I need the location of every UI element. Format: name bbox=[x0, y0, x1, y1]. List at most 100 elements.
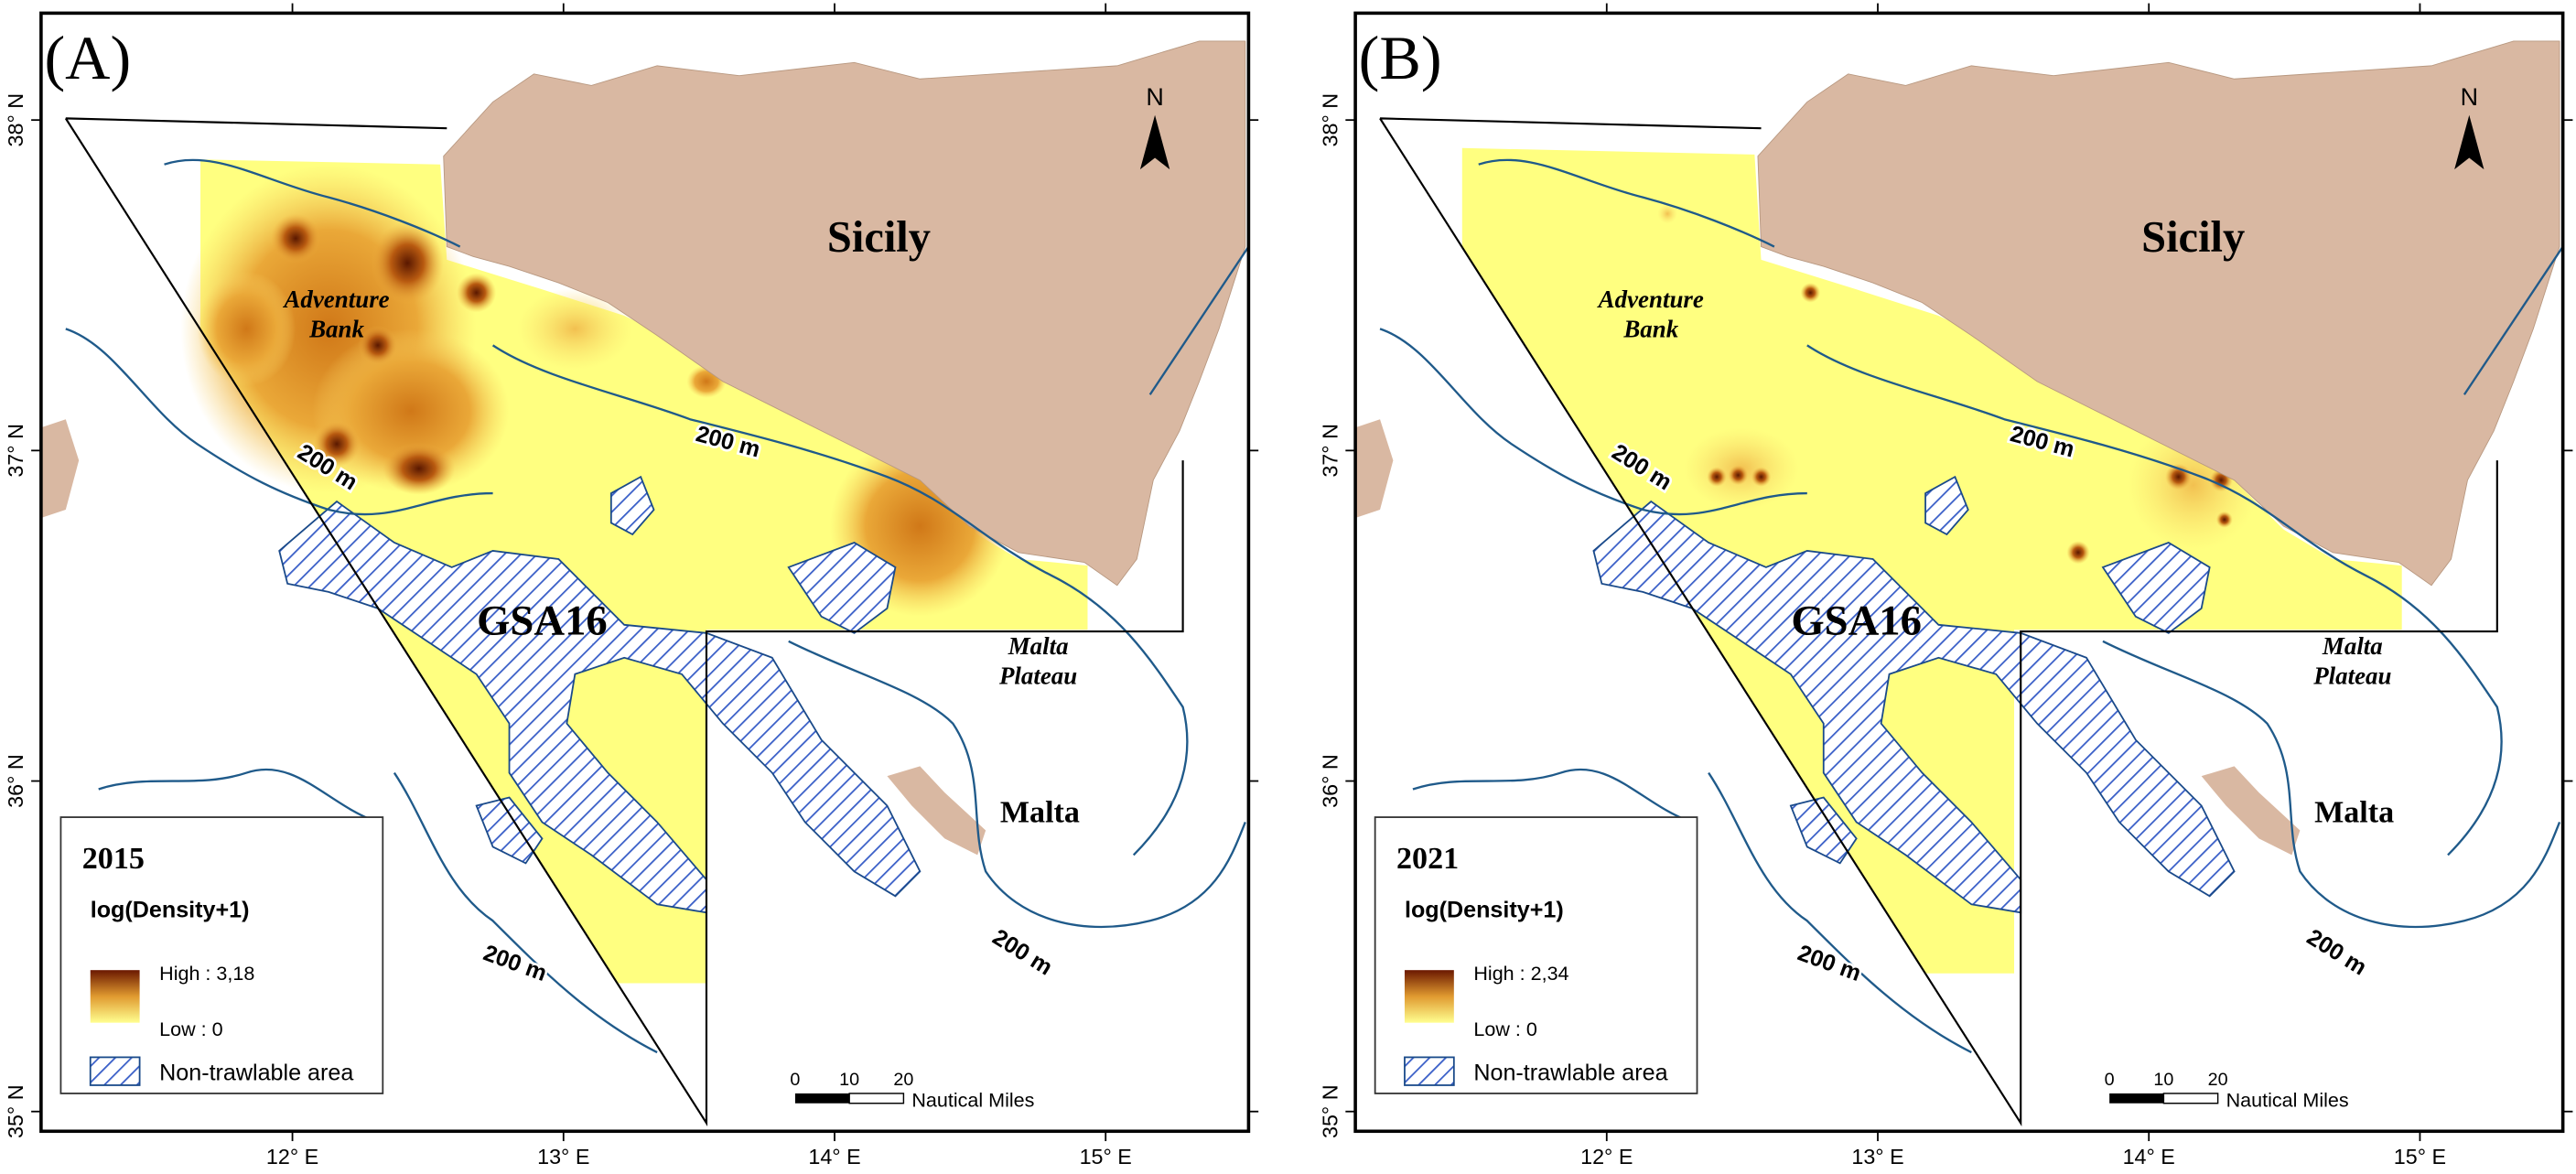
place-label: Sicily bbox=[827, 213, 931, 262]
x-tick-label: 12° E bbox=[266, 1145, 318, 1169]
density-hotspot bbox=[2215, 511, 2233, 528]
scale-tick-label: 0 bbox=[2105, 1070, 2115, 1090]
place-label: Malta bbox=[1000, 795, 1080, 829]
density-hotspot bbox=[1707, 467, 1727, 487]
density-hotspot bbox=[1800, 283, 1821, 303]
bathymetry-line bbox=[393, 771, 658, 1054]
place-label: Adventure bbox=[282, 285, 389, 313]
sicily-land bbox=[1757, 40, 2560, 587]
density-hotspot bbox=[457, 273, 497, 313]
x-tick-label: 15° E bbox=[1080, 1145, 1132, 1169]
bathymetry-line bbox=[2463, 245, 2564, 395]
bathymetry-line bbox=[164, 158, 461, 248]
malta-land bbox=[887, 766, 986, 856]
non-trawlable-area bbox=[787, 541, 897, 634]
place-label: Malta bbox=[1008, 632, 1069, 660]
legend-box bbox=[59, 816, 384, 1094]
bathymetry-line bbox=[2102, 640, 2561, 929]
y-tick-label: 37° N bbox=[4, 424, 27, 478]
bathymetry-line bbox=[1379, 328, 1807, 516]
legend-low: Low : 0 bbox=[159, 1018, 222, 1040]
y-tick-label: 37° N bbox=[1318, 424, 1342, 478]
bathymetry-line bbox=[65, 328, 493, 516]
bathymetry-line bbox=[491, 344, 1189, 856]
study-area bbox=[1461, 147, 2402, 974]
y-tick-label: 35° N bbox=[1318, 1084, 1342, 1138]
y-tick-label: 38° N bbox=[4, 93, 27, 147]
map-panel: (B)SicilyAdventureBankGSA16MaltaPlateauM… bbox=[1318, 3, 2573, 1169]
place-label: Bank bbox=[1622, 315, 1678, 342]
density-hotspot bbox=[517, 287, 633, 371]
density-hotspot bbox=[1728, 465, 1749, 486]
north-label: N bbox=[1146, 83, 1163, 111]
bathymetry-line bbox=[1412, 768, 1693, 824]
x-tick-label: 14° E bbox=[2123, 1145, 2175, 1169]
bathymetry-line bbox=[788, 640, 1246, 929]
density-hotspot bbox=[1751, 467, 1772, 487]
scale-tick-label: 10 bbox=[2153, 1070, 2173, 1090]
bathymetry-line bbox=[1478, 158, 1775, 248]
place-label: Malta bbox=[2314, 795, 2394, 829]
tunisia-land bbox=[40, 419, 80, 519]
scale-tick-label: 0 bbox=[790, 1070, 800, 1090]
malta-land bbox=[2201, 766, 2301, 856]
legend-hatch bbox=[1404, 1056, 1455, 1086]
legend-hatch-label: Non-trawlable area bbox=[1473, 1061, 1667, 1086]
x-tick-label: 15° E bbox=[2394, 1145, 2446, 1169]
density-hotspot bbox=[313, 421, 361, 468]
y-tick-label: 35° N bbox=[4, 1084, 27, 1138]
legend-title: log(Density+1) bbox=[1405, 898, 1564, 923]
scale-unit: Nautical Miles bbox=[2226, 1088, 2349, 1111]
place-label: Plateau bbox=[998, 662, 1077, 690]
y-tick-label: 38° N bbox=[1318, 93, 1342, 147]
non-trawlable-area bbox=[609, 475, 655, 536]
sicily-land bbox=[443, 40, 1246, 587]
scale-tick-label: 20 bbox=[2208, 1070, 2228, 1090]
bathymetry-line bbox=[1148, 245, 1250, 395]
north-arrow bbox=[2454, 114, 2484, 170]
y-tick-label: 36° N bbox=[1318, 754, 1342, 808]
density-hotspot bbox=[358, 325, 398, 365]
place-label: Sicily bbox=[2141, 213, 2245, 262]
density-hotspot bbox=[312, 329, 510, 494]
bathymetry-line bbox=[1708, 771, 1972, 1054]
place-label: GSA16 bbox=[477, 598, 608, 645]
density-hotspot bbox=[383, 442, 456, 495]
scale-tick-label: 20 bbox=[893, 1070, 913, 1090]
x-tick-label: 13° E bbox=[1851, 1145, 1903, 1169]
non-trawlable-area bbox=[1592, 500, 2236, 914]
legend-low: Low : 0 bbox=[1473, 1018, 1536, 1040]
bathymetry-line bbox=[1806, 344, 2503, 856]
panel-letter: (B) bbox=[1359, 23, 1442, 92]
legend-gradient bbox=[1404, 970, 1454, 1023]
non-trawlable-area bbox=[1924, 475, 1969, 536]
legend-high: High : 2,34 bbox=[1473, 962, 1568, 985]
legend-high: High : 3,18 bbox=[159, 962, 254, 985]
scale-bar bbox=[848, 1093, 905, 1104]
scale-bar bbox=[2162, 1093, 2219, 1104]
non-trawlable-area bbox=[2101, 541, 2211, 634]
x-tick-label: 13° E bbox=[537, 1145, 589, 1169]
density-hotspot bbox=[371, 221, 444, 305]
x-tick-label: 12° E bbox=[1580, 1145, 1633, 1169]
map-frame bbox=[1353, 11, 2565, 1134]
place-label: Adventure bbox=[1597, 285, 1704, 313]
map-frame bbox=[39, 11, 1251, 1134]
place-label: Bank bbox=[308, 315, 364, 342]
panel-letter: (A) bbox=[44, 23, 131, 92]
density-hotspot bbox=[2066, 541, 2090, 565]
y-tick-label: 36° N bbox=[4, 754, 27, 808]
legend-gradient bbox=[90, 970, 140, 1023]
legend-title: log(Density+1) bbox=[91, 898, 250, 923]
north-label: N bbox=[2461, 83, 2478, 111]
density-hotspot bbox=[1657, 203, 1677, 224]
density-hotspot bbox=[271, 213, 321, 264]
legend-year: 2021 bbox=[1396, 842, 1459, 876]
map-panel: (A)SicilyAdventureBankGSA16MaltaPlateauM… bbox=[4, 3, 1259, 1169]
bathymetry-line bbox=[98, 768, 379, 824]
non-trawlable-area bbox=[278, 500, 922, 914]
legend-hatch bbox=[89, 1056, 141, 1086]
x-tick-label: 14° E bbox=[808, 1145, 860, 1169]
scale-tick-label: 10 bbox=[839, 1070, 859, 1090]
